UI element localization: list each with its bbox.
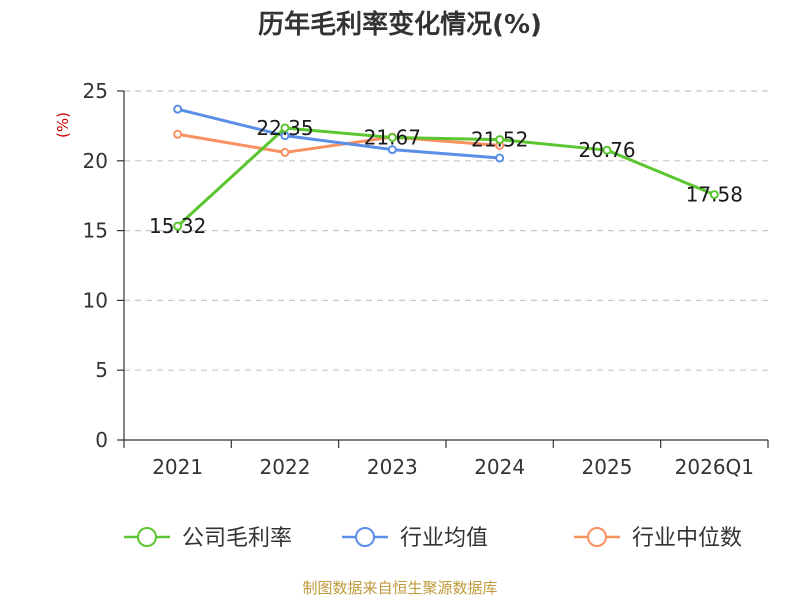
data-point [387, 145, 397, 155]
data-point [602, 145, 612, 155]
data-point [387, 132, 397, 142]
data-label: 17.58 [686, 183, 743, 207]
data-label: 22.35 [256, 116, 313, 140]
legend-marker [137, 527, 157, 547]
legend: 公司毛利率 行业均值 行业中位数 [124, 526, 742, 551]
data-point [173, 104, 183, 114]
series-line [177, 132, 500, 154]
x-tick-label: 2021 [152, 455, 203, 479]
data-labels: 15.32 22.35 21.67 21.52 20.76 17.58 [149, 116, 743, 238]
gridlines [124, 90, 768, 371]
y-tick-label: 10 [83, 288, 108, 312]
y-tick-label: 0 [95, 428, 108, 452]
data-point [173, 129, 183, 139]
series-line [177, 107, 500, 160]
x-tick-label: 2022 [260, 455, 311, 479]
data-label: 21.67 [364, 125, 421, 149]
y-tick-label: 25 [83, 79, 108, 103]
data-point [173, 221, 183, 231]
x-tick-label: 2025 [582, 455, 633, 479]
y-tick-label: 5 [95, 358, 108, 382]
y-tick-label: 20 [83, 149, 108, 173]
data-point [280, 123, 290, 133]
series-line [176, 126, 715, 228]
x-tick-label: 2024 [474, 455, 525, 479]
legend-label: 行业中位数 [632, 526, 742, 551]
x-tick-label: 2026Q1 [675, 455, 754, 479]
x-tick-label: 2023 [367, 455, 418, 479]
series-lines [173, 104, 719, 231]
chart-title: 历年毛利率变化情况(%) [258, 10, 542, 40]
source-note: 制图数据来自恒生聚源数据库 [302, 579, 498, 597]
legend-marker [355, 527, 375, 547]
legend-label: 行业均值 [400, 526, 488, 551]
data-label: 21.52 [471, 128, 528, 152]
y-tick-label: 15 [83, 219, 108, 243]
legend-label: 公司毛利率 [182, 526, 292, 551]
data-point [709, 190, 719, 200]
y-axis-label: (%) [54, 112, 72, 138]
data-point [280, 147, 290, 157]
data-point [495, 135, 505, 145]
data-label: 15.32 [149, 214, 206, 238]
data-point [495, 153, 505, 163]
data-label: 20.76 [578, 138, 635, 162]
legend-marker [587, 527, 607, 547]
